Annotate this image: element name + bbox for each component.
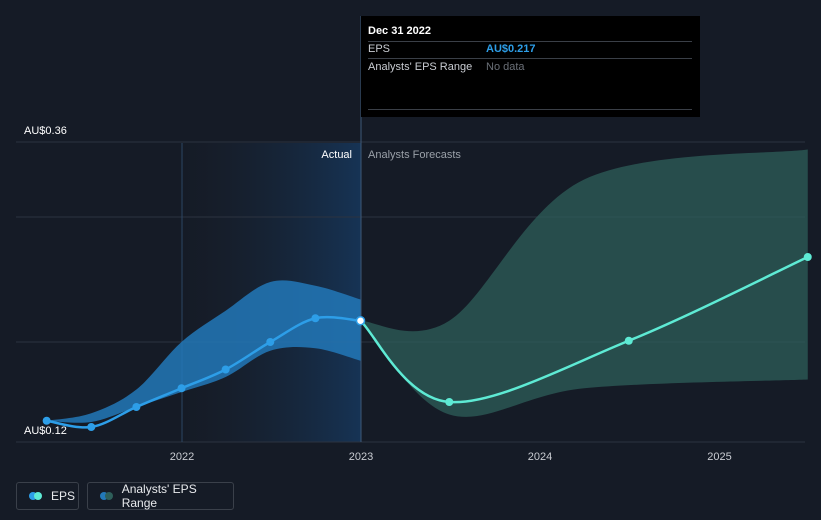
actual-label: Actual bbox=[321, 149, 352, 161]
legend-eps-label: EPS bbox=[51, 489, 76, 503]
eps-range-forecast-area bbox=[360, 149, 808, 417]
x-tick-label: 2024 bbox=[528, 451, 552, 463]
eps-range-areas bbox=[46, 149, 808, 423]
y-tick-label: AU$0.12 bbox=[24, 425, 67, 437]
eps-actual-point[interactable] bbox=[87, 423, 96, 431]
eps-forecast-point[interactable] bbox=[445, 398, 454, 406]
y-tick-label: AU$0.36 bbox=[24, 125, 67, 137]
eps-actual-point[interactable] bbox=[177, 384, 186, 393]
x-tick-label: 2023 bbox=[349, 451, 373, 463]
tooltip-separator bbox=[368, 58, 692, 59]
tooltip-eps-value: AU$0.217 bbox=[486, 43, 536, 55]
legend-range-button[interactable]: Analysts' EPS Range bbox=[87, 482, 234, 510]
tooltip: Dec 31 2022 EPS AU$0.217 Analysts' EPS R… bbox=[361, 16, 700, 117]
eps-forecast-point[interactable] bbox=[803, 253, 812, 261]
eps-points[interactable] bbox=[42, 253, 812, 431]
tooltip-separator bbox=[368, 109, 692, 110]
legend-range-label: Analysts' EPS Range bbox=[121, 482, 197, 510]
tooltip-range-label: Analysts' EPS Range bbox=[368, 61, 473, 73]
eps-chart: AU$0.36 AU$0.12 2022 2023 2024 2025 Actual Anal… bbox=[16, 16, 812, 463]
eps-actual-point[interactable] bbox=[132, 403, 141, 411]
tooltip-eps-label: EPS bbox=[368, 43, 391, 55]
eps-actual-point[interactable] bbox=[311, 314, 320, 323]
chart-labels: AU$0.36 AU$0.12 2022 2023 2024 2025 Actual Anal… bbox=[24, 125, 732, 463]
tooltip-date: Dec 31 2022 bbox=[368, 25, 431, 37]
eps-point-current[interactable] bbox=[355, 316, 366, 326]
eps-actual-point[interactable] bbox=[266, 338, 275, 346]
forecast-label: Analysts Forecasts bbox=[368, 149, 461, 161]
tooltip-range-value: No data bbox=[486, 61, 525, 73]
eps-actual-point[interactable] bbox=[221, 365, 230, 374]
x-tick-label: 2025 bbox=[707, 451, 731, 463]
eps-legend-icon bbox=[29, 492, 43, 500]
legend-eps-button[interactable]: EPS bbox=[16, 482, 79, 510]
eps-actual-point[interactable] bbox=[42, 416, 51, 425]
range-legend-icon bbox=[100, 492, 114, 500]
eps-range-actual-area bbox=[46, 280, 361, 423]
x-tick-label: 2022 bbox=[170, 451, 194, 463]
eps-forecast-point[interactable] bbox=[624, 336, 633, 345]
eps-forecast-line bbox=[359, 255, 809, 404]
tooltip-separator bbox=[368, 41, 692, 42]
